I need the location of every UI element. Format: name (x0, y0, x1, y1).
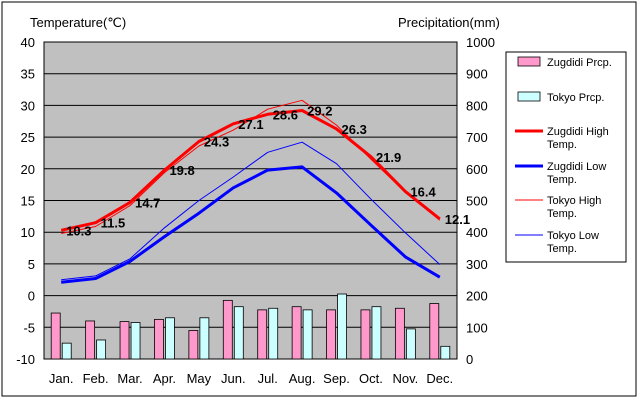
legend-label: Zugdidi High (547, 126, 609, 138)
right-tick-label: 1000 (466, 35, 495, 50)
left-tick-label: 30 (21, 98, 35, 113)
data-label: 12.1 (445, 212, 470, 227)
left-tick-label: 35 (21, 67, 35, 82)
legend-label: Temp. (547, 139, 577, 151)
legend-label: Zugdidi Prcp. (547, 57, 612, 69)
precip-bar (405, 328, 416, 360)
precip-bar (165, 317, 175, 360)
left-tick-label: 20 (21, 162, 35, 177)
x-tick-label: Jul. (258, 371, 278, 386)
x-tick-label: Jan. (49, 371, 74, 386)
precip-bar (233, 306, 244, 360)
legend-label: Temp. (547, 174, 577, 186)
precip-bar (394, 307, 405, 360)
precip-bar (429, 303, 440, 360)
data-label: 26.3 (342, 122, 367, 137)
precip-bar (50, 312, 61, 360)
precip-bar (222, 299, 233, 360)
precip-bar (326, 309, 336, 360)
precip-bar (360, 309, 371, 360)
data-label: 11.5 (101, 216, 126, 231)
right-tick-label: 700 (466, 130, 488, 145)
left-tick-label: 15 (21, 194, 35, 209)
right-tick-label: 200 (466, 289, 488, 304)
precip-bar (188, 330, 199, 360)
data-labels: 10.3 11.5 14.7 19.8 24.3 27.1 28.6 29.2 26.3 21.9… (66, 103, 470, 238)
right-tick-label: 600 (466, 162, 488, 177)
left-tick-label: -5 (23, 320, 35, 335)
right-tick-label: 900 (466, 67, 488, 82)
temperature-lines (60, 99, 441, 284)
precip-bar (268, 307, 279, 360)
precip-bar (291, 306, 302, 360)
legend-box (505, 51, 627, 263)
precip-bar (199, 317, 210, 360)
data-label: 16.4 (410, 185, 436, 200)
data-label: 29.2 (307, 103, 332, 118)
right-tick-label: 500 (466, 194, 488, 209)
x-tick-label: Mar. (117, 371, 142, 386)
left-tick-label: 10 (21, 225, 35, 240)
temp-line (60, 109, 441, 232)
right-axis-title: Precipitation(mm) (398, 15, 500, 30)
x-tick-label: Oct. (359, 371, 383, 386)
left-axis-title: Temperature(℃) (30, 15, 126, 30)
legend-label: Temp. (547, 243, 577, 255)
x-tick-label: Feb. (83, 371, 109, 386)
data-label: 19.8 (169, 163, 194, 178)
data-label: 14.7 (135, 195, 160, 210)
data-label: 27.1 (238, 117, 263, 132)
precip-bar (61, 342, 72, 360)
data-label: 28.6 (273, 107, 298, 122)
temp-line (61, 165, 441, 284)
legend-label: Temp. (547, 208, 577, 220)
legend-swatch (517, 91, 541, 102)
left-tick-label: 0 (28, 289, 35, 304)
left-tick-label: 40 (21, 35, 35, 50)
right-tick-label: 800 (466, 98, 488, 113)
x-tick-label: Apr. (153, 371, 176, 386)
x-tick-label: Dec. (426, 371, 453, 386)
precip-bar (154, 318, 164, 360)
left-tick-label: -10 (16, 352, 35, 367)
right-tick-label: 100 (466, 320, 488, 335)
right-tick-label: 300 (466, 257, 488, 272)
precip-bar (440, 345, 451, 360)
data-label: 21.9 (376, 150, 401, 165)
legend-label: Tokyo Low (547, 230, 599, 242)
precip-bar (302, 309, 313, 360)
right-tick-label: 400 (466, 225, 488, 240)
legend: Zugdidi Prcp.Tokyo Prcp.Zugdidi HighTemp… (505, 51, 627, 263)
precip-bar (130, 322, 141, 360)
legend-swatch (517, 56, 541, 67)
legend-label: Tokyo High (547, 195, 601, 207)
precip-bar (85, 320, 96, 360)
data-label: 24.3 (204, 135, 229, 150)
legend-label: Tokyo Prcp. (547, 92, 604, 104)
precip-bar (337, 293, 347, 360)
precip-bar (371, 306, 382, 360)
x-tick-label: May (187, 371, 212, 386)
left-tick-label: 5 (28, 257, 35, 272)
temp-line (61, 141, 441, 281)
right-tick-label: 0 (466, 352, 473, 367)
legend-label: Zugdidi Low (547, 161, 606, 173)
x-tick-label: Jun. (221, 371, 246, 386)
precip-bar (257, 309, 268, 360)
data-label: 10.3 (66, 223, 91, 238)
x-tick-label: Aug. (289, 371, 316, 386)
left-tick-label: 25 (21, 130, 35, 145)
gridlines (44, 73, 457, 328)
precip-bar (96, 339, 107, 360)
x-tick-label: Sep. (323, 371, 350, 386)
precipitation-bars (50, 293, 451, 360)
x-tick-label: Nov. (392, 371, 418, 386)
precip-bar (119, 321, 130, 360)
